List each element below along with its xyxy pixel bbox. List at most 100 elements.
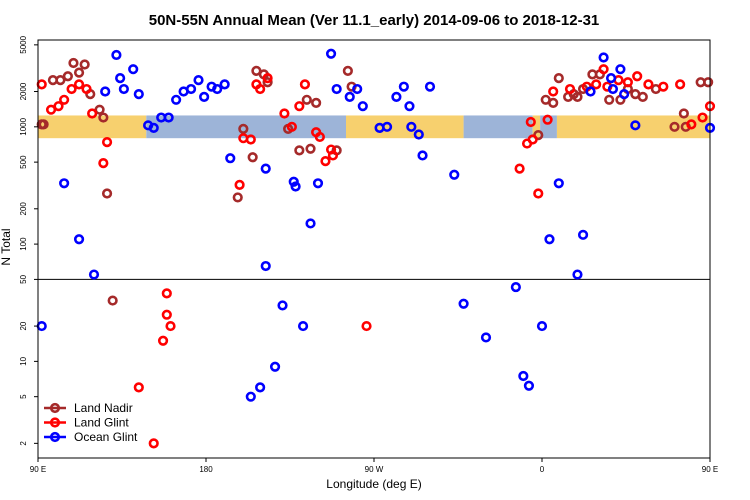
point-land-glint [314, 131, 325, 143]
y-tick-label: 500 [19, 155, 28, 169]
point-land-glint [622, 77, 633, 88]
point-ocean-glint [518, 370, 529, 382]
y-tick-label: 10 [19, 356, 28, 365]
point-ocean-glint [115, 73, 126, 84]
point-land-glint [161, 309, 172, 320]
point-ocean-glint [88, 269, 100, 280]
x-tick-label: 0 [540, 465, 545, 474]
point-land-nadir [669, 121, 680, 132]
point-land-nadir [548, 97, 559, 108]
point-land-glint [286, 121, 297, 132]
point-ocean-glint [458, 298, 469, 309]
point-ocean-glint [297, 320, 309, 332]
point-ocean-glint [185, 83, 197, 95]
point-ocean-glint [615, 64, 626, 75]
point-land-glint [245, 134, 256, 145]
point-land-nadir [68, 57, 79, 69]
point-land-glint [148, 438, 159, 449]
x-tick-label: 90 W [365, 465, 384, 474]
point-land-glint [87, 108, 98, 119]
point-ocean-glint [277, 300, 288, 311]
point-land-nadir [73, 67, 85, 78]
point-land-glint [320, 156, 331, 167]
legend-marker [49, 431, 61, 443]
point-ocean-glint [325, 48, 337, 59]
point-land-nadir [232, 192, 243, 203]
point-ocean-glint [598, 52, 609, 63]
point-ocean-glint [553, 178, 564, 189]
point-ocean-glint [510, 281, 521, 293]
band-segment-land [346, 115, 464, 139]
point-land-glint [133, 382, 144, 393]
point-ocean-glint [111, 49, 122, 61]
y-tick-label: 200 [19, 202, 28, 216]
band-segment-land [532, 115, 541, 139]
point-land-nadir [342, 65, 353, 76]
point-land-glint [299, 79, 311, 90]
point-land-nadir [238, 123, 249, 135]
point-land-nadir [98, 112, 109, 123]
point-land-nadir [107, 295, 118, 306]
point-ocean-glint [199, 91, 210, 102]
point-land-nadir [101, 188, 113, 199]
point-ocean-glint [344, 91, 355, 102]
point-land-glint [598, 64, 609, 75]
point-ocean-glint [424, 81, 436, 92]
point-ocean-glint [133, 89, 144, 100]
y-axis-label: N Total [0, 228, 13, 265]
point-ocean-glint [585, 86, 596, 97]
point-ocean-glint [331, 83, 342, 95]
point-ocean-glint [148, 122, 159, 133]
point-ocean-glint [225, 153, 236, 164]
point-ocean-glint [245, 391, 256, 402]
point-ocean-glint [413, 129, 424, 140]
point-land-nadir [572, 91, 583, 102]
point-ocean-glint [260, 163, 271, 174]
point-ocean-glint [59, 178, 70, 189]
land-ocean-band [38, 115, 710, 139]
point-ocean-glint [607, 83, 619, 95]
point-land-glint [157, 335, 169, 346]
point-land-glint [527, 134, 538, 145]
point-land-nadir [62, 71, 73, 82]
y-tick-label: 50 [19, 274, 28, 283]
point-land-glint [36, 79, 47, 90]
point-land-glint [564, 83, 576, 95]
point-ocean-glint [219, 79, 230, 90]
point-land-glint [279, 108, 290, 119]
point-land-glint [81, 83, 92, 95]
point-land-glint [53, 101, 64, 112]
chart-title: 50N-55N Annual Mean (Ver 11.1_early) 201… [149, 12, 600, 29]
point-ocean-glint [536, 320, 548, 332]
point-land-glint [514, 163, 525, 174]
data-points [36, 48, 716, 449]
point-land-glint [548, 86, 559, 97]
point-ocean-glint [118, 83, 129, 95]
point-land-nadir [305, 143, 316, 154]
point-land-nadir [301, 94, 312, 105]
point-ocean-glint [406, 121, 417, 132]
point-ocean-glint [605, 73, 617, 84]
point-ocean-glint [523, 380, 535, 391]
y-axis: 2 5 10 20 50 100 200 500 1000 2000 5000 [19, 35, 38, 446]
point-land-glint [262, 73, 273, 84]
point-ocean-glint [73, 234, 85, 245]
y-tick-label: 2000 [19, 82, 28, 100]
point-ocean-glint [212, 83, 223, 95]
point-ocean-glint [630, 120, 641, 131]
point-land-glint [686, 119, 697, 130]
point-land-nadir [637, 91, 648, 102]
band-segment-land [38, 115, 147, 139]
point-land-glint [165, 320, 176, 332]
band-segment-ocean [463, 115, 533, 139]
point-land-glint [361, 320, 372, 332]
point-ocean-glint [36, 320, 47, 332]
point-land-nadir [38, 119, 49, 130]
legend-label: Land Glint [74, 416, 129, 430]
point-ocean-glint [577, 229, 589, 240]
point-land-nadir [262, 77, 273, 88]
point-land-nadir [703, 77, 714, 88]
point-land-nadir [79, 59, 90, 70]
point-ocean-glint [171, 94, 182, 105]
point-land-nadir [94, 104, 105, 115]
